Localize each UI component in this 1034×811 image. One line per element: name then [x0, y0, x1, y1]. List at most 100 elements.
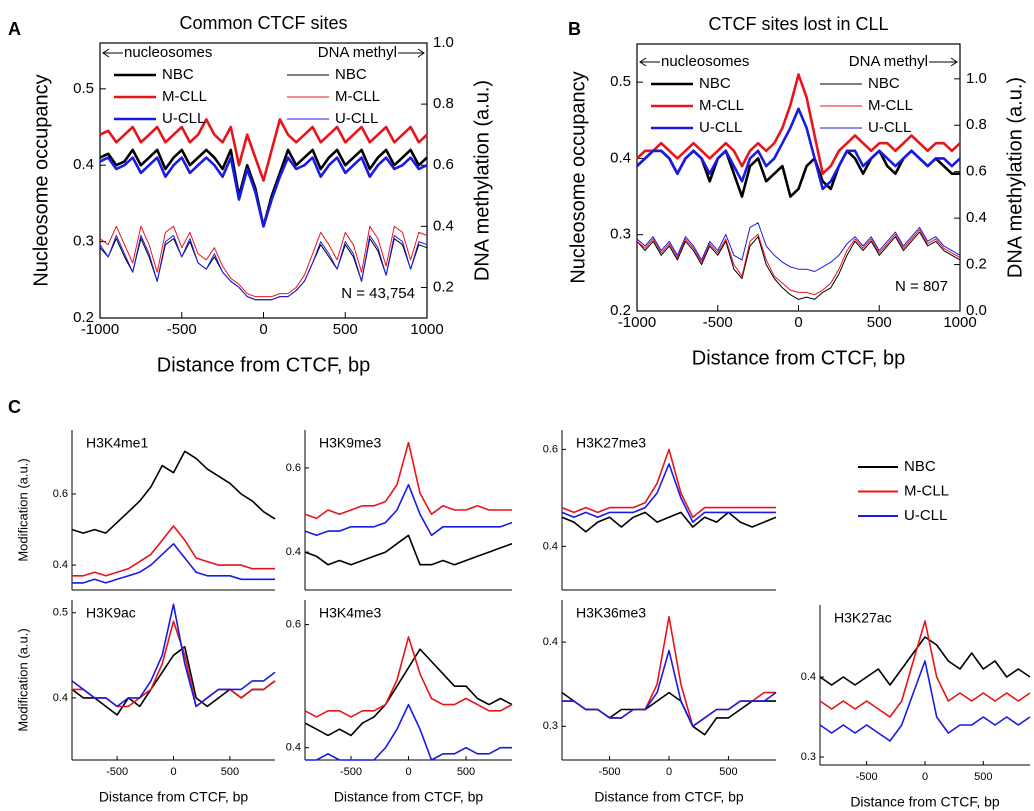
x-axis-label: Distance from CTCF, bp [99, 789, 249, 805]
y-tick-label: 0.3 [801, 751, 816, 763]
y-tick-label: 0.4 [286, 546, 301, 558]
series-line [71, 646, 276, 716]
y-axis-label: Nucleosome occupancy [567, 71, 589, 283]
x-tick-label: -500 [167, 321, 197, 338]
x-tick-label: -500 [340, 766, 362, 778]
y-tick-label: 0.4 [801, 671, 816, 683]
legend-title: nucleosomes [124, 44, 212, 61]
series-line [819, 660, 1031, 742]
y-tick-label: 0.6 [286, 619, 301, 631]
arrow [639, 57, 660, 67]
legend-title: DNA methyl [849, 53, 928, 70]
legend-label: M-CLL [162, 88, 207, 105]
legend-label: NBC [162, 66, 194, 83]
legend-title: DNA methyl [318, 44, 397, 61]
series-line [72, 543, 275, 584]
series-line [304, 636, 513, 718]
x-tick-label: 1000 [943, 314, 976, 331]
x-axis-label: Distance from CTCF, bp [850, 794, 1000, 810]
y-tick-label: 0.6 [53, 488, 68, 500]
panel-label: B [568, 19, 581, 39]
series-line [99, 148, 428, 228]
arrow [929, 57, 958, 67]
legend-label: M-CLL [868, 97, 913, 114]
legend-label: M-CLL [904, 482, 949, 499]
legend-label: NBC [904, 458, 936, 475]
x-tick-label: 0 [922, 771, 928, 783]
series-line [561, 691, 776, 736]
series-line [561, 463, 776, 523]
series-line [636, 222, 961, 272]
x-tick-label: 0 [794, 314, 802, 331]
series-line [99, 225, 428, 298]
y-tick-label: 0.4 [73, 156, 94, 173]
y-tick-label: 0.5 [53, 607, 68, 619]
y2-tick-label: 0.4 [966, 209, 987, 226]
y-tick-label: 0.4 [610, 149, 631, 166]
series-line [305, 703, 512, 761]
x-tick-label: 500 [867, 314, 892, 331]
x-tick-label: 0 [170, 766, 176, 778]
y2-tick-label: 0.8 [966, 116, 987, 133]
series-line [562, 649, 777, 728]
panel-label: A [8, 19, 21, 39]
series-line [71, 603, 276, 708]
x-tick-label: -500 [599, 766, 621, 778]
y-tick-label: 0.4 [543, 540, 558, 552]
x-tick-label: -1000 [81, 321, 119, 338]
series-line [819, 636, 1031, 686]
y-axis-label: Modification (a.u.) [15, 458, 30, 561]
y-tick-label: 0.3 [73, 233, 94, 250]
chart-title: H3K27me3 [576, 435, 646, 451]
x-tick-label: 0 [259, 321, 267, 338]
x-tick-label: -500 [856, 771, 878, 783]
x-tick-label: -1000 [618, 314, 656, 331]
y-tick-label: 0.3 [610, 226, 631, 243]
y2-tick-label: 0.6 [966, 163, 987, 180]
y2-tick-label: 0.4 [433, 217, 454, 234]
series-line [71, 450, 276, 534]
legend-label: NBC [699, 75, 731, 92]
chart-title: H3K27ac [834, 610, 892, 626]
x-tick-label: 500 [719, 766, 737, 778]
y-tick-label: 0.4 [53, 692, 68, 704]
chart-title: H3K4me1 [86, 435, 148, 451]
legend-label: U-CLL [699, 119, 742, 136]
series-line [304, 534, 513, 566]
panel-label: C [8, 397, 21, 417]
x-axis-label: Distance from CTCF, bp [334, 789, 484, 805]
y2-tick-label: 0.0 [966, 302, 987, 319]
chart-title: H3K9me3 [319, 435, 381, 451]
x-tick-label: 500 [457, 766, 475, 778]
series-line [636, 229, 961, 296]
y-tick-label: 0.4 [53, 559, 68, 571]
chart-title: H3K4me3 [319, 605, 381, 621]
legend-label: U-CLL [868, 119, 911, 136]
x-axis-label: Distance from CTCF, bp [692, 347, 905, 369]
y-tick-label: 0.5 [610, 73, 631, 90]
annotation: N = 43,754 [341, 285, 415, 302]
x-tick-label: 1000 [410, 321, 443, 338]
x-tick-label: 500 [333, 321, 358, 338]
y-tick-label: 0.2 [73, 309, 94, 326]
y-tick-label: 0.4 [286, 742, 301, 754]
series-line [304, 483, 513, 537]
chart-title: H3K36me3 [576, 605, 646, 621]
y2-tick-label: 0.8 [433, 95, 454, 112]
series-line [561, 448, 776, 519]
series-line [99, 118, 428, 182]
x-tick-label: 500 [221, 766, 239, 778]
series-line [819, 620, 1031, 718]
y-tick-label: 0.3 [543, 720, 558, 732]
x-tick-label: 0 [666, 766, 672, 778]
y-tick-label: 0.5 [73, 80, 94, 97]
series-line [99, 235, 428, 301]
x-axis-label: Distance from CTCF, bp [594, 789, 744, 805]
x-axis-label: Distance from CTCF, bp [157, 354, 370, 376]
x-tick-label: 500 [974, 771, 992, 783]
y-tick-label: 0.4 [543, 636, 558, 648]
y2-tick-label: 0.2 [966, 256, 987, 273]
arrow [398, 48, 425, 58]
y-axis-label: Modification (a.u.) [15, 628, 30, 731]
